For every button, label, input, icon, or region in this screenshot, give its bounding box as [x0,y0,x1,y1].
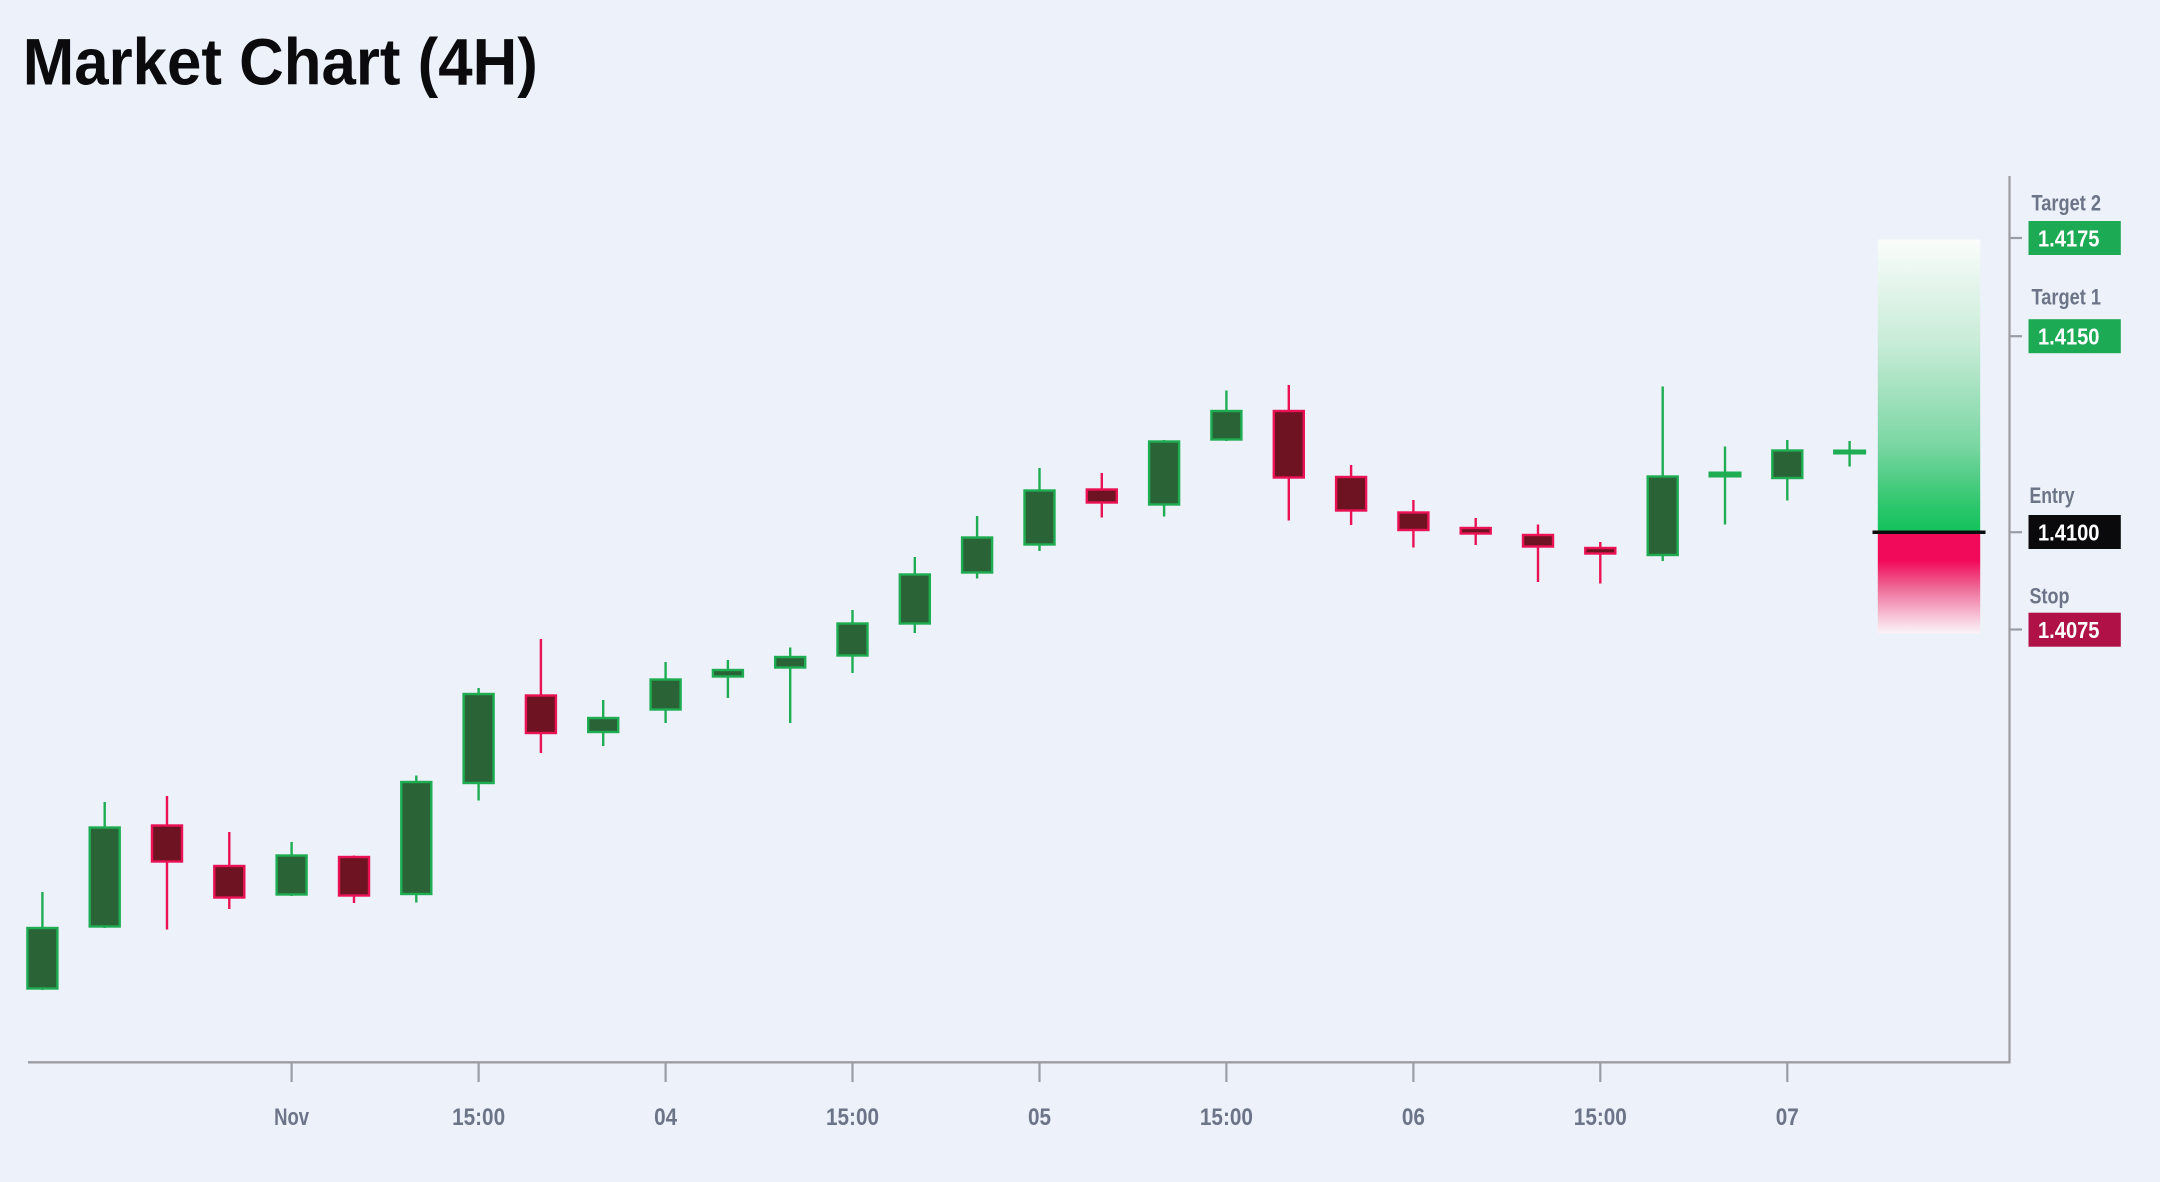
svg-text:07: 07 [1776,1104,1799,1131]
svg-text:04: 04 [654,1104,677,1131]
svg-text:15:00: 15:00 [1200,1104,1253,1131]
svg-text:05: 05 [1028,1104,1051,1131]
svg-text:15:00: 15:00 [1574,1104,1627,1131]
svg-text:1.4075: 1.4075 [2038,617,2100,643]
svg-text:1.4100: 1.4100 [2038,519,2100,545]
svg-text:Market Chart (4H): Market Chart (4H) [23,25,538,99]
svg-text:06: 06 [1402,1104,1425,1131]
svg-text:15:00: 15:00 [826,1104,879,1131]
svg-text:15:00: 15:00 [452,1104,505,1131]
svg-text:Entry: Entry [2030,483,2076,508]
svg-text:1.4150: 1.4150 [2038,324,2100,350]
svg-text:Target 2: Target 2 [2032,191,2102,216]
svg-text:Nov: Nov [274,1104,309,1131]
svg-text:Target 1: Target 1 [2032,285,2102,310]
svg-text:1.4175: 1.4175 [2038,225,2100,251]
svg-text:Stop: Stop [2030,584,2070,609]
